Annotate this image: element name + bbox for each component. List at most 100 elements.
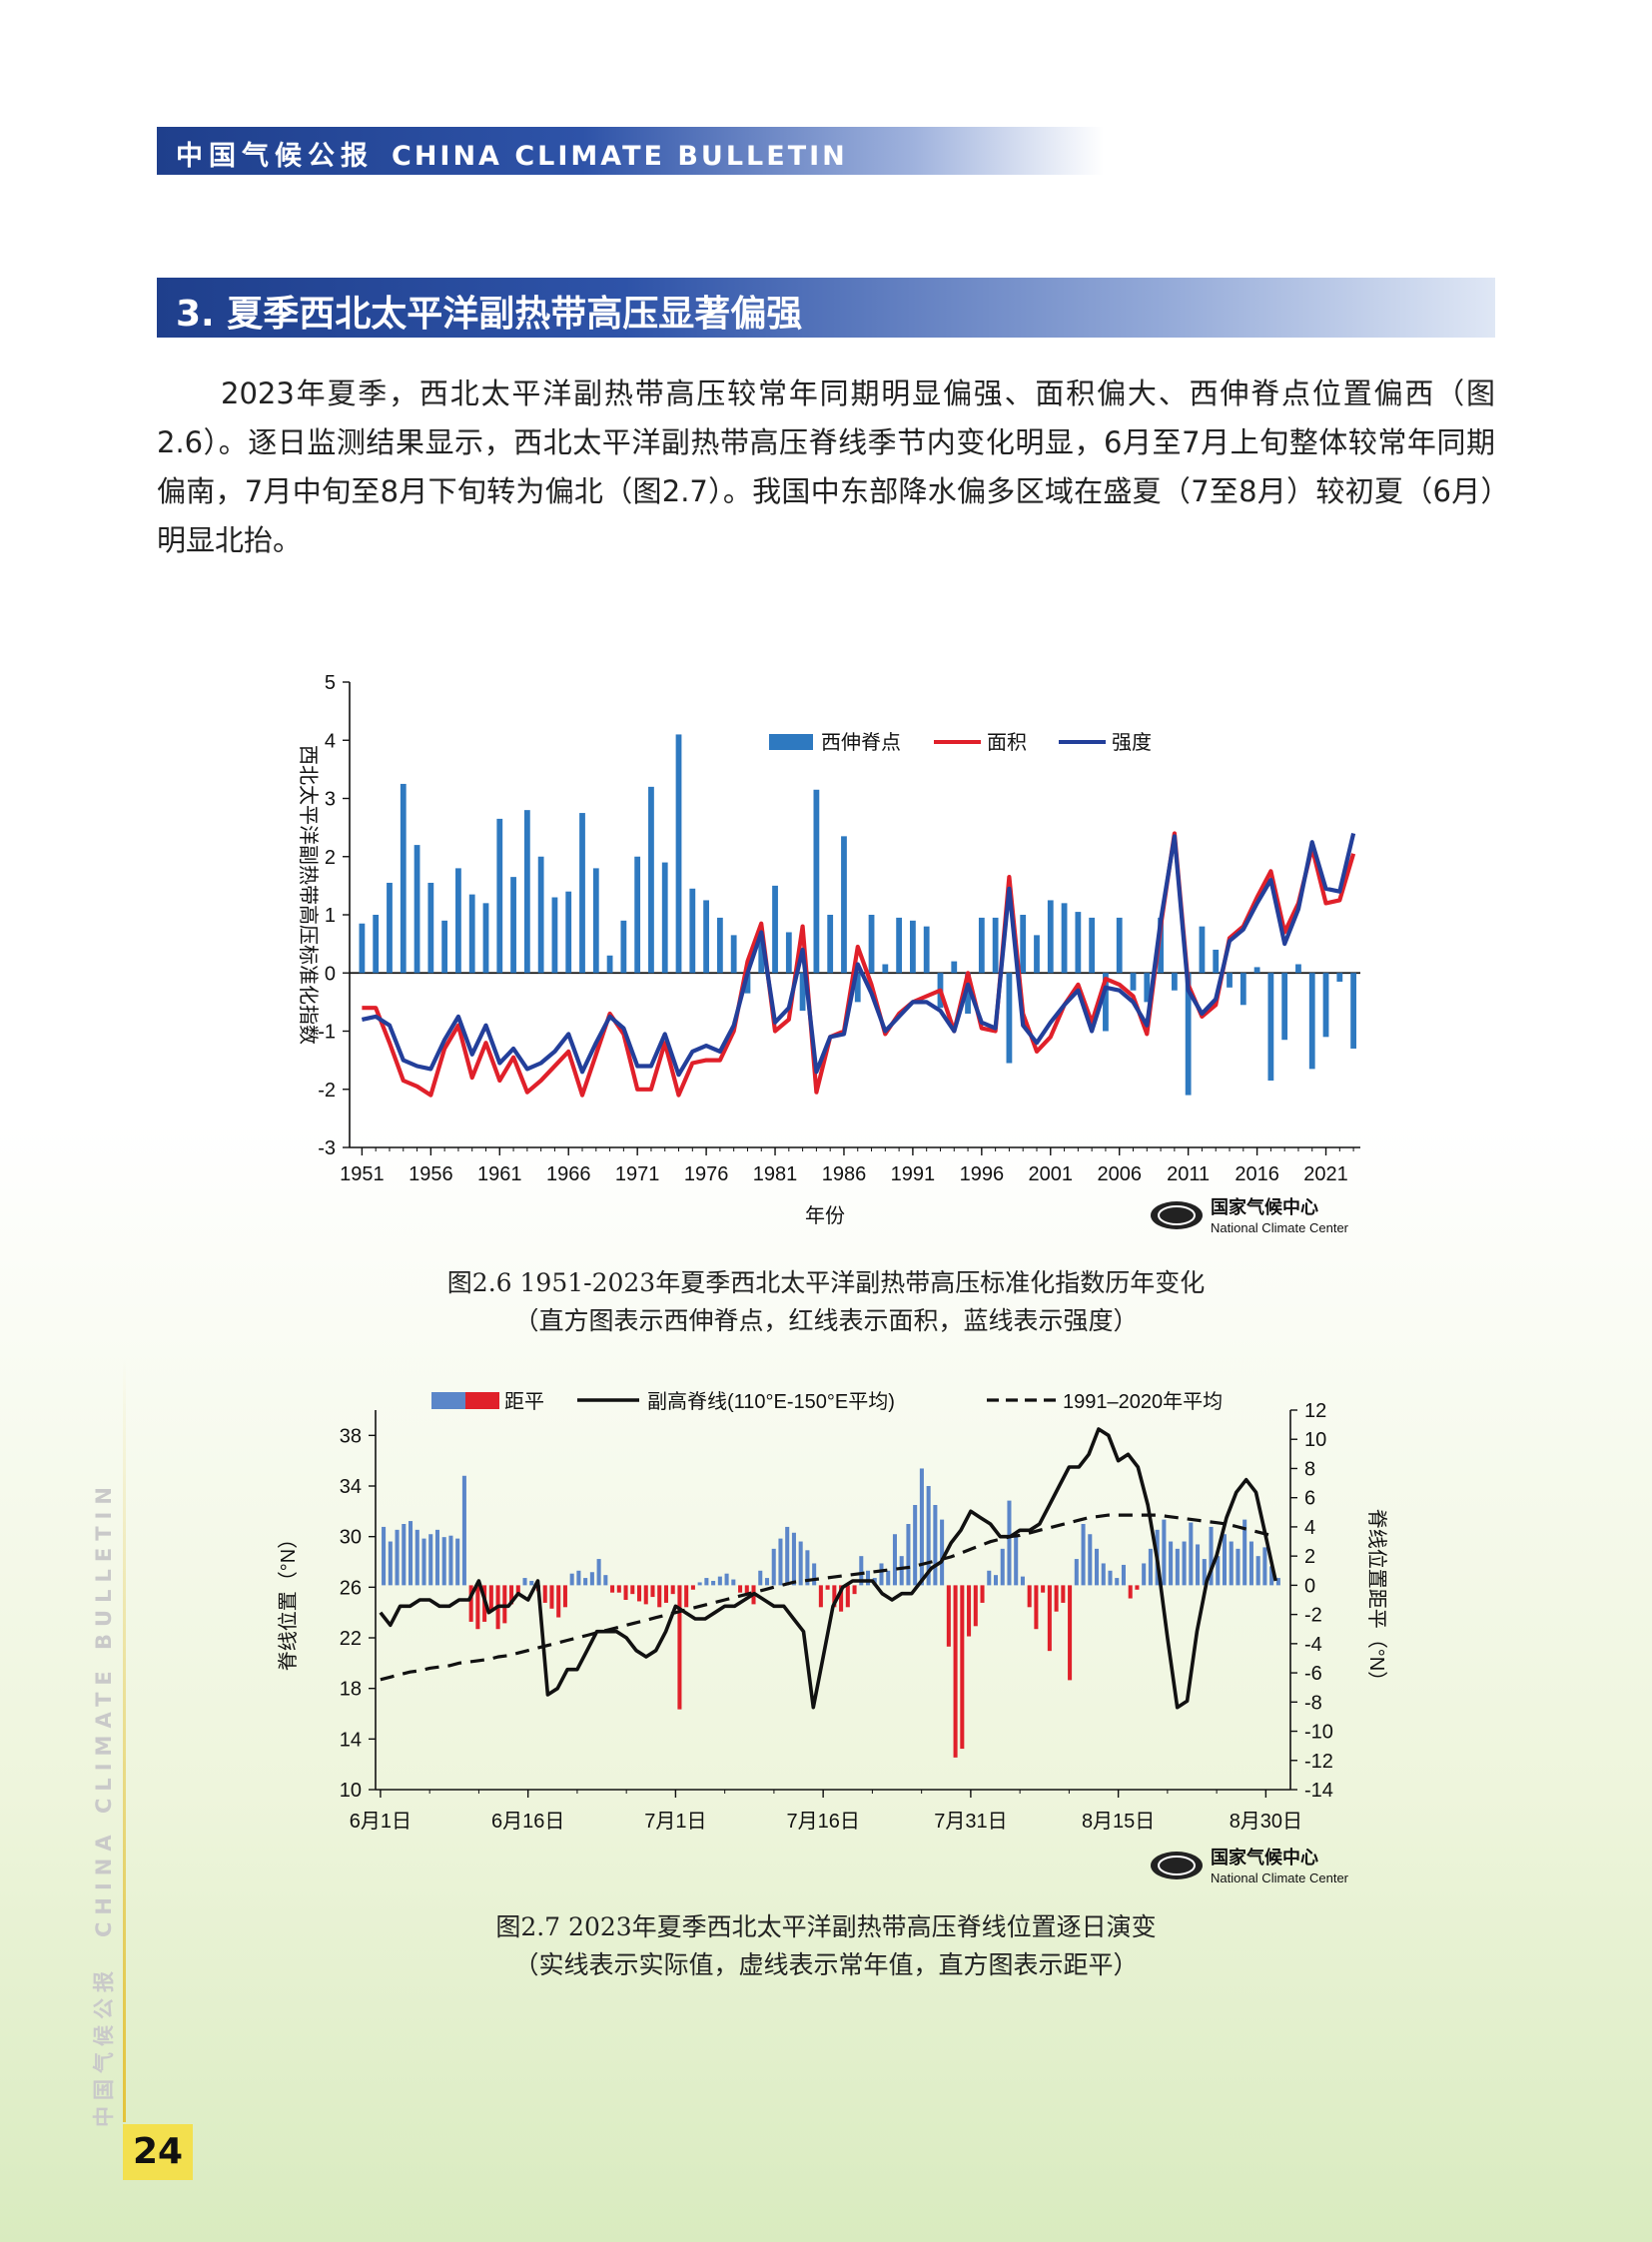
- bar-west-ridge-point: [923, 926, 930, 974]
- left-tick-label: 22: [340, 1628, 362, 1650]
- anomaly-bar: [630, 1585, 635, 1595]
- header-title: 中国气候公报 CHINA CLIMATE BULLETIN: [176, 134, 848, 173]
- anomaly-bar: [556, 1585, 561, 1618]
- ncc-logo-name-cn: 国家气候中心: [1211, 1847, 1318, 1868]
- bar-west-ridge-point: [1185, 973, 1192, 1096]
- bar-west-ridge-point: [758, 938, 765, 974]
- anomaly-bar: [583, 1578, 588, 1586]
- anomaly-bar: [960, 1585, 965, 1750]
- anomaly-bar: [395, 1529, 400, 1586]
- x-tick-label: 1956: [409, 1163, 453, 1185]
- x-tick-label: 6月16日: [491, 1811, 564, 1833]
- bar-west-ridge-point: [620, 920, 627, 974]
- bar-west-ridge-point: [565, 891, 572, 974]
- bar-west-ridge-point: [1116, 917, 1123, 974]
- bar-west-ridge-point: [1199, 926, 1206, 974]
- header-title-cn: 中国气候公报: [176, 141, 374, 172]
- left-tick-label: 18: [340, 1679, 362, 1701]
- bar-west-ridge-point: [455, 868, 461, 974]
- line-intensity-index: [361, 833, 1356, 1078]
- ncc-logo: [1151, 1852, 1203, 1879]
- x-tick-label: 2006: [1097, 1163, 1142, 1185]
- right-tick-label: 12: [1304, 1400, 1326, 1422]
- left-tick-label: 10: [340, 1780, 362, 1802]
- anomaly-bar: [987, 1570, 992, 1586]
- section-title: 3. 夏季西北太平洋副热带高压显著偏强: [176, 294, 803, 335]
- anomaly-bar: [778, 1538, 783, 1586]
- bar-west-ridge-point: [675, 734, 682, 974]
- x-tick-label: 8月15日: [1082, 1811, 1155, 1833]
- anomaly-bar: [1115, 1578, 1120, 1586]
- bar-west-ridge-point: [579, 813, 585, 974]
- x-tick-label: 7月16日: [786, 1811, 859, 1833]
- anomaly-bar: [1275, 1578, 1280, 1586]
- header-band: [157, 127, 1104, 175]
- anomaly-bar: [677, 1585, 682, 1710]
- anomaly-bar: [1182, 1541, 1187, 1586]
- right-tick-label: -2: [1304, 1605, 1322, 1627]
- ncc-logo: [1151, 1201, 1203, 1229]
- bar-west-ridge-point: [827, 915, 834, 974]
- y-tick-label: 0: [325, 963, 336, 985]
- anomaly-bar: [1148, 1548, 1153, 1586]
- y-tick-label: 4: [325, 730, 336, 752]
- line-ridge-actual: [379, 1427, 1277, 1710]
- x-tick-label: 2011: [1167, 1163, 1210, 1185]
- bar-west-ridge-point: [1144, 973, 1151, 1003]
- anomaly-bar: [1074, 1559, 1079, 1586]
- anomaly-bar: [892, 1534, 897, 1586]
- bar-west-ridge-point: [1350, 973, 1357, 1049]
- right-axis-label: 脊线位置距平（°N）: [1365, 1509, 1388, 1691]
- anomaly-bar: [549, 1585, 554, 1609]
- anomaly-bar: [428, 1534, 433, 1586]
- bar-west-ridge-point: [1253, 967, 1260, 974]
- right-tick-label: 10: [1304, 1429, 1326, 1451]
- bar-west-ridge-point: [978, 917, 985, 974]
- x-tick-label: 1966: [546, 1163, 591, 1185]
- anomaly-bar: [623, 1585, 628, 1600]
- anomaly-bar: [1269, 1566, 1274, 1586]
- anomaly-bar: [859, 1556, 864, 1586]
- anomaly-bar: [569, 1573, 574, 1586]
- anomaly-bar: [993, 1575, 999, 1586]
- bar-west-ridge-point: [716, 917, 723, 974]
- anomaly-bar: [1162, 1519, 1167, 1586]
- anomaly-bar: [1202, 1559, 1207, 1586]
- bar-west-ridge-point: [523, 810, 530, 974]
- x-tick-label: 1961: [477, 1163, 522, 1185]
- bar-west-ridge-point: [441, 920, 448, 974]
- bar-west-ridge-point: [606, 955, 613, 974]
- legend-label-anomaly: 距平: [504, 1391, 544, 1413]
- side-accent-line: [123, 1358, 126, 2122]
- ncc-logo-name-en: National Climate Center: [1211, 1870, 1349, 1885]
- bar-west-ridge-point: [551, 897, 558, 974]
- figure-2-7-chart: 10 14 18 22 26 30 34 38 -14 -12 -10 -8 -6 -4 -2 0 2 4 6 8 10…: [277, 1390, 1388, 1885]
- anomaly-bar: [697, 1582, 702, 1586]
- bar-west-ridge-point: [1034, 935, 1040, 974]
- y-tick-label: 1: [325, 905, 336, 927]
- anomaly-bar: [562, 1585, 567, 1608]
- x-tick-label: 1991: [891, 1163, 936, 1185]
- x-tick-label: 6月1日: [350, 1811, 412, 1833]
- anomaly-bar: [852, 1585, 857, 1595]
- anomaly-bar: [1189, 1522, 1194, 1586]
- bar-west-ridge-point: [772, 885, 778, 974]
- figure-2-6-caption-line2: （直方图表示西伸脊点，红线表示面积，蓝线表示强度）: [513, 1306, 1139, 1335]
- right-tick-label: -4: [1304, 1634, 1322, 1656]
- anomaly-bar: [1041, 1585, 1046, 1593]
- anomaly-bar: [448, 1535, 453, 1586]
- anomaly-bar: [967, 1585, 972, 1637]
- bar-west-ridge-point: [896, 917, 903, 974]
- bar-west-ridge-point: [1295, 964, 1301, 974]
- anomaly-bar: [1000, 1548, 1005, 1586]
- left-tick-label: 26: [340, 1577, 362, 1599]
- anomaly-bar: [812, 1563, 817, 1586]
- header-title-en: CHINA CLIMATE BULLETIN: [392, 141, 848, 172]
- bar-west-ridge-point: [373, 915, 380, 974]
- bar-west-ridge-point: [400, 783, 407, 974]
- anomaly-bar: [684, 1585, 689, 1608]
- y-tick-label: -3: [318, 1137, 336, 1159]
- anomaly-bar: [886, 1570, 891, 1586]
- anomaly-bar: [542, 1585, 547, 1603]
- ncc-logo-ring-icon: [1158, 1856, 1196, 1875]
